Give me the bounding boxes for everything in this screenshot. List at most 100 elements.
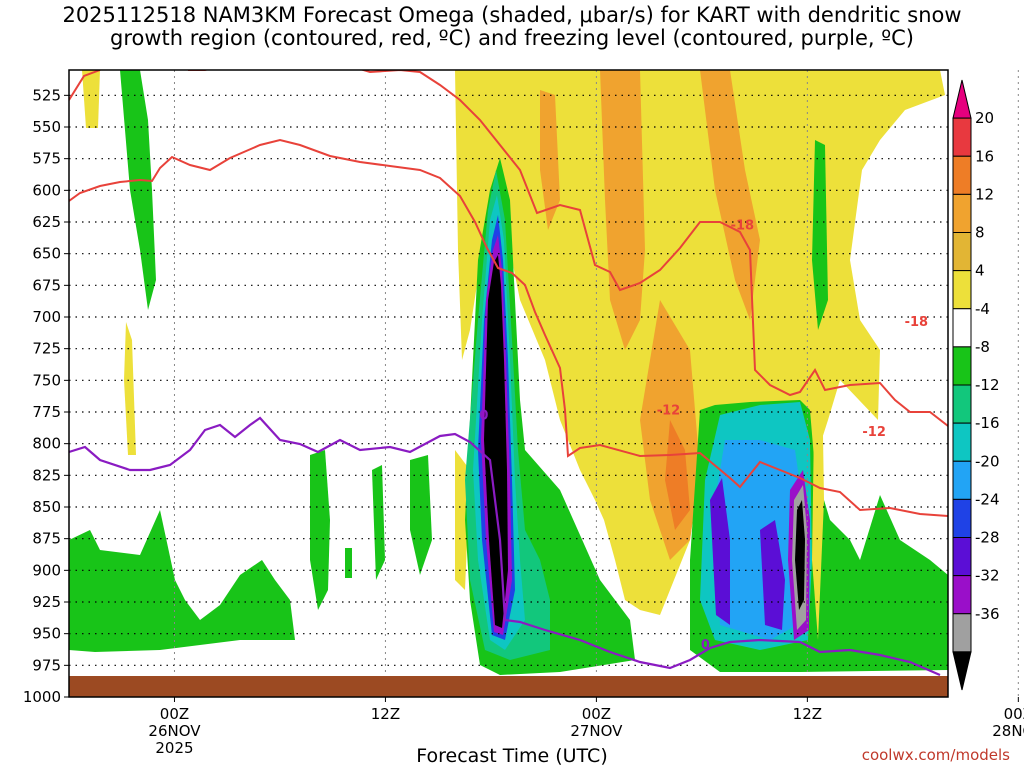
y-tick-label: 600 <box>32 181 61 199</box>
colorbar-label: -24 <box>975 490 1000 508</box>
omega-fill-yellow-thin2 <box>812 360 824 640</box>
dgz-contour-upper <box>69 138 948 517</box>
x-tick-year: 2025 <box>155 739 193 757</box>
omega-fill-black-core <box>484 255 508 628</box>
omega-fill-yellow-left <box>82 70 100 128</box>
grid <box>69 70 1019 697</box>
dgz-contour-lower <box>69 70 948 427</box>
colorbar-label: -16 <box>975 414 1000 432</box>
omega-fill-green-mid4 <box>345 548 352 578</box>
omega-fill-green-mid3 <box>410 455 432 575</box>
colorbar-cap-top <box>952 79 972 119</box>
freezing-level-contour <box>69 416 941 677</box>
y-tick-label: 825 <box>32 466 61 484</box>
colorbar-swatch <box>952 308 972 348</box>
omega-fill-black-core2 <box>795 500 805 610</box>
y-tick-label: 725 <box>32 340 61 358</box>
terrain-top <box>69 676 948 697</box>
y-tick-label: 750 <box>32 371 61 389</box>
x-tick-label: 12Z <box>371 705 400 723</box>
colorbar-label: -12 <box>975 376 1000 394</box>
y-tick-label: 800 <box>32 435 61 453</box>
contour-labels: -18 -18 -12 -12 0 0 <box>479 219 928 653</box>
y-tick-label: 1000 <box>23 688 61 706</box>
omega-fill-orange-5 <box>540 90 560 230</box>
dgz-contour-label: -18 <box>731 219 755 234</box>
omega-fill-yellow-thin <box>124 322 136 455</box>
x-tick-label: 00Z <box>582 705 611 723</box>
y-tick-label: 850 <box>32 498 61 516</box>
x-tick-label: 12Z <box>793 705 822 723</box>
omega-fill-green-far <box>812 140 828 330</box>
y-tick-label: 975 <box>32 656 61 674</box>
freezing-contour-label: 0 <box>701 638 710 653</box>
colorbar-label: 20 <box>975 109 994 127</box>
omega-fill-orange-4 <box>665 420 690 530</box>
y-tick-label: 950 <box>32 625 61 643</box>
colorbar-label: 8 <box>975 224 985 242</box>
omega-fill-green-mid <box>310 450 330 610</box>
y-tick-label: 525 <box>32 86 61 104</box>
omega-fill-purple-core2a <box>710 478 730 625</box>
x-tick-date: 27NOV <box>570 722 623 740</box>
y-tick-label: 575 <box>32 150 61 168</box>
colorbar-swatch <box>952 193 972 233</box>
colorbar-swatch <box>952 117 972 157</box>
colorbar: 20 16 12 8 4 -4 -8 -12 -16 -20 -24 -28 -32 -36 <box>952 79 1000 691</box>
colorbar-swatch <box>952 498 972 538</box>
colorbar-label: -36 <box>975 605 1000 623</box>
colorbar-swatch <box>952 346 972 386</box>
colorbar-label: -8 <box>975 338 990 356</box>
freezing-contour-label: 0 <box>479 409 488 424</box>
dgz-contour-label: -12 <box>862 425 886 440</box>
dgz-contour-label: -18 <box>905 315 929 330</box>
y-axis-ticks: 525 550 575 600 625 650 675 700 725 750 775 800 825 8… <box>23 86 69 706</box>
colorbar-swatch <box>952 232 972 272</box>
credit-text: coolwx.com/models <box>861 746 1010 764</box>
colorbar-label: 4 <box>975 262 985 280</box>
colorbar-swatch <box>952 575 972 615</box>
colorbar-swatch <box>952 422 972 462</box>
omega-fill-orange-2 <box>700 70 760 320</box>
x-tick-date: 26NOV <box>148 722 201 740</box>
chart-title: 2025112518 NAM3KM Forecast Omega (shaded… <box>0 4 1024 50</box>
colorbar-cap-bottom <box>952 651 972 691</box>
title-line-2: growth region (contoured, red, ºC) and f… <box>110 26 914 50</box>
omega-fill-orange-1 <box>600 70 645 350</box>
omega-fill-green-mid2 <box>372 465 385 580</box>
y-tick-label: 550 <box>32 118 61 136</box>
y-tick-label: 925 <box>32 593 61 611</box>
y-tick-label: 650 <box>32 245 61 263</box>
omega-fill-green-column <box>120 70 156 310</box>
y-tick-label: 625 <box>32 213 61 231</box>
x-axis-ticks: 00Z26NOV202512Z00Z27NOV12Z00Z28NOV <box>148 697 1024 757</box>
colorbar-label: -32 <box>975 567 1000 585</box>
x-tick-label: 00Z <box>1004 705 1024 723</box>
x-tick-date: 28NOV <box>992 722 1024 740</box>
omega-fill-green-lower <box>69 510 295 652</box>
colorbar-swatch <box>952 537 972 577</box>
y-tick-label: 775 <box>32 403 61 421</box>
colorbar-swatch <box>952 460 972 500</box>
title-line-1: 2025112518 NAM3KM Forecast Omega (shaded… <box>62 3 962 27</box>
colorbar-label: 16 <box>975 147 994 165</box>
colorbar-swatch <box>952 270 972 310</box>
colorbar-label: -20 <box>975 452 1000 470</box>
y-tick-label: 900 <box>32 561 61 579</box>
omega-shading <box>69 70 948 675</box>
y-tick-label: 700 <box>32 308 61 326</box>
dgz-contour-label: -12 <box>657 403 681 418</box>
colorbar-swatch <box>952 613 972 653</box>
colorbar-swatch <box>952 155 972 195</box>
x-tick-label: 00Z <box>160 705 189 723</box>
x-axis-label: Forecast Time (UTC) <box>416 745 608 767</box>
y-tick-label: 875 <box>32 530 61 548</box>
plot-frame <box>68 69 949 698</box>
y-tick-label: 675 <box>32 276 61 294</box>
contours <box>69 70 948 677</box>
colorbar-label: -28 <box>975 529 1000 547</box>
colorbar-swatch <box>952 384 972 424</box>
colorbar-label: 12 <box>975 185 994 203</box>
colorbar-label: -4 <box>975 300 990 318</box>
